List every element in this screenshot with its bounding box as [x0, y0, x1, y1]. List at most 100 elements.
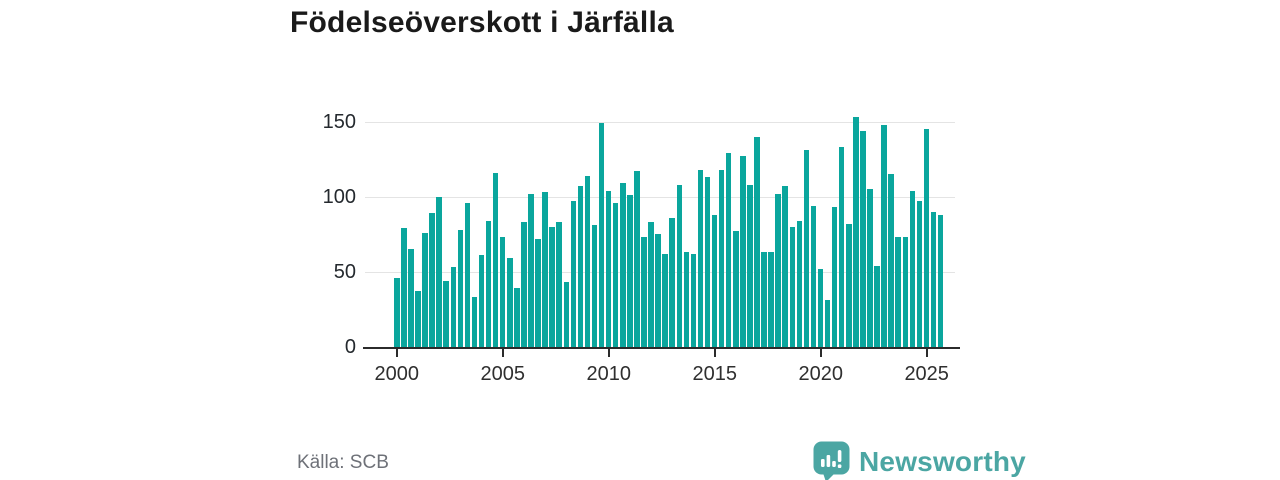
bar — [775, 194, 781, 347]
bar — [415, 291, 421, 347]
bar — [429, 213, 435, 347]
bar — [394, 278, 400, 347]
gridline-100 — [365, 197, 955, 198]
x-tick-2025 — [925, 349, 928, 357]
bar — [514, 288, 520, 347]
bar — [909, 191, 916, 347]
bar — [492, 173, 499, 347]
bar — [860, 131, 866, 347]
page-title: Födelseöverskott i Järfälla — [290, 6, 674, 39]
bar — [401, 228, 407, 347]
bar — [761, 252, 767, 347]
bar — [916, 201, 923, 347]
y-tick-label-50: 50 — [333, 261, 356, 283]
speech-bubble-bar-chart-icon — [813, 441, 850, 480]
y-tick-label-100: 100 — [322, 186, 356, 208]
bar — [450, 267, 456, 347]
bar — [704, 177, 711, 347]
bar — [747, 185, 753, 347]
bar — [457, 230, 464, 347]
bar — [535, 239, 541, 347]
bar — [937, 215, 944, 347]
bar-series — [394, 110, 945, 347]
bar — [549, 227, 555, 347]
bar — [471, 297, 478, 347]
bar — [485, 221, 492, 347]
bar — [528, 194, 534, 347]
bar — [733, 231, 739, 347]
bar — [930, 212, 937, 347]
bar — [563, 282, 569, 347]
bar — [556, 222, 562, 347]
x-tick-label-2020: 2020 — [798, 363, 843, 385]
bar — [408, 249, 414, 347]
bar — [711, 215, 718, 347]
bar — [782, 186, 788, 347]
bar — [499, 237, 506, 347]
bar — [803, 150, 810, 347]
brand-name: Newsworthy — [859, 445, 1026, 477]
bar — [831, 207, 838, 347]
bar — [754, 137, 760, 347]
x-tick-2010 — [607, 349, 610, 357]
bar — [641, 237, 647, 347]
y-tick-label-150: 150 — [322, 111, 356, 133]
x-tick-2005 — [501, 349, 504, 357]
bar — [542, 192, 548, 347]
bar — [507, 258, 513, 347]
bar — [846, 224, 852, 347]
bar — [591, 225, 598, 347]
x-tick-label-2005: 2005 — [480, 363, 525, 385]
gridline-150 — [365, 122, 955, 123]
bar — [478, 255, 485, 347]
bar — [888, 174, 894, 347]
bar — [718, 170, 725, 347]
x-tick-label-2025: 2025 — [904, 363, 949, 385]
bar — [627, 195, 633, 347]
bar — [612, 203, 619, 347]
bar — [867, 189, 873, 347]
bar — [577, 186, 584, 347]
x-tick-2015 — [713, 349, 716, 357]
bar — [648, 222, 654, 347]
bar — [683, 252, 690, 347]
bar — [598, 123, 605, 347]
newsworthy-logo: Newsworthy — [813, 441, 1026, 480]
bar — [874, 266, 880, 347]
bar — [676, 185, 682, 347]
bar — [838, 147, 845, 347]
bar — [697, 170, 704, 347]
bar — [690, 254, 697, 347]
bar — [521, 222, 527, 347]
bar — [584, 176, 591, 347]
bar — [853, 117, 859, 347]
bar — [605, 191, 612, 347]
x-axis-line — [363, 347, 960, 349]
bar — [422, 233, 428, 347]
bar — [443, 281, 449, 347]
bar — [740, 156, 746, 347]
bar — [464, 203, 471, 347]
bar — [923, 129, 930, 347]
x-tick-label-2010: 2010 — [586, 363, 631, 385]
x-tick-2000 — [395, 349, 398, 357]
y-tick-label-0: 0 — [344, 336, 356, 358]
bar — [895, 237, 901, 347]
chart-plot-area: 0 50 100 150 2000 2005 2010 2015 2020 2025 — [323, 110, 960, 385]
bar — [620, 183, 626, 347]
x-tick-label-2015: 2015 — [692, 363, 737, 385]
bar — [662, 254, 668, 347]
x-tick-2020 — [819, 349, 822, 357]
x-tick-label-2000: 2000 — [374, 363, 420, 385]
bar — [570, 201, 577, 347]
bar — [725, 153, 732, 347]
bar — [881, 125, 887, 347]
bar — [796, 221, 803, 347]
bar — [768, 252, 774, 347]
bar — [655, 234, 661, 347]
bar — [669, 218, 675, 347]
bar — [634, 171, 640, 347]
bar — [789, 227, 795, 347]
source-caption: Källa: SCB — [297, 452, 389, 473]
bar — [824, 300, 831, 347]
